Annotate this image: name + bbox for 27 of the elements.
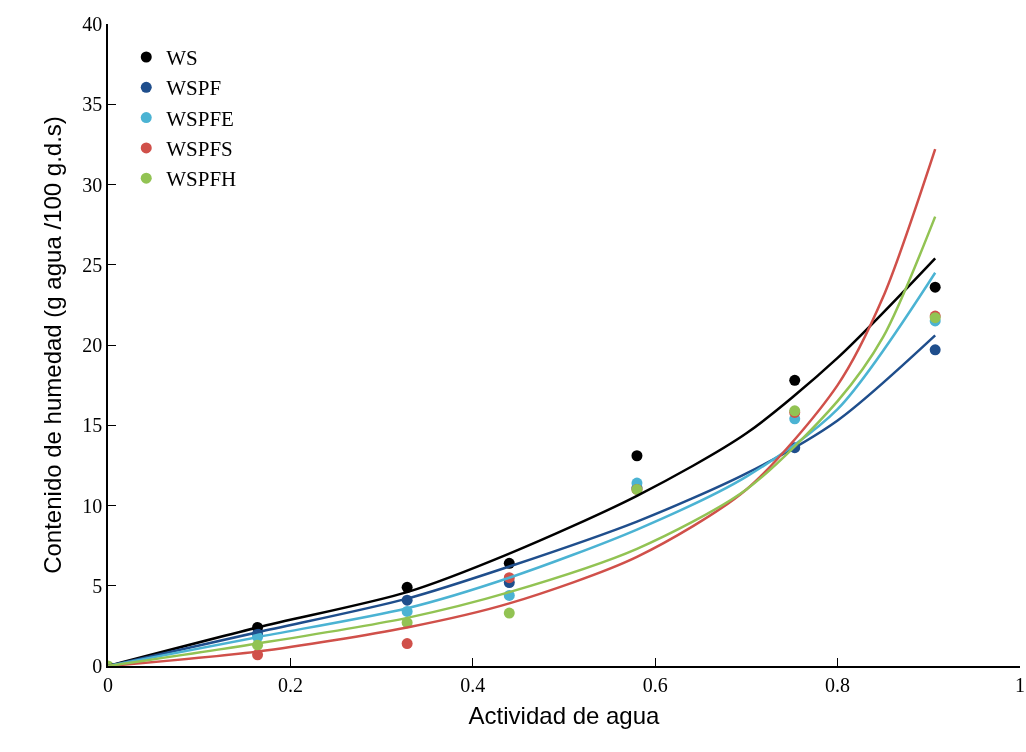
point: [401, 638, 413, 650]
y-tick-label: 30: [82, 173, 103, 196]
y-tick-label: 20: [82, 334, 103, 356]
y-axis-title: Contenido de humedad (g agua /100 g.d.s): [38, 116, 66, 574]
x-tick-label: 1: [1015, 673, 1025, 696]
legend-label: WS: [166, 46, 198, 71]
y-tick-label: 5: [92, 574, 103, 597]
point: [929, 281, 941, 293]
legend-label: WSPFH: [166, 167, 237, 192]
y-tick-label: 15: [82, 414, 103, 437]
x-tick-label: 0.2: [277, 673, 303, 696]
y-tick-label: 0: [92, 655, 103, 677]
x-tick-label: 0.6: [642, 673, 668, 696]
point: [789, 374, 801, 386]
x-tick-label: 0.4: [460, 673, 486, 696]
y-tick-label: 25: [82, 253, 103, 276]
point: [631, 450, 643, 462]
y-tick-label: 35: [82, 93, 103, 116]
y-tick-label: 10: [82, 494, 103, 517]
x-tick-label: 0.8: [825, 673, 851, 696]
legend-label: WSPFE: [166, 106, 234, 131]
x-axis-title: Actividad de agua: [468, 701, 661, 729]
point: [929, 344, 941, 356]
legend-label: WSPF: [166, 76, 222, 101]
legend-label: WSPFS: [166, 137, 233, 162]
y-tick-label: 40: [82, 13, 103, 35]
point: [503, 607, 515, 619]
